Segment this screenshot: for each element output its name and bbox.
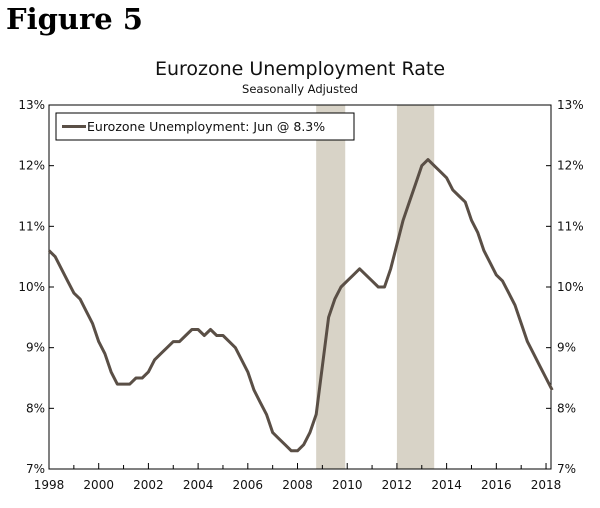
x-tick-label: 2002 xyxy=(133,478,164,492)
y-tick-label-right: 10% xyxy=(557,280,584,294)
y-tick-label-left: 7% xyxy=(26,462,45,476)
x-tick-label: 2012 xyxy=(382,478,413,492)
recession-shade-1 xyxy=(396,105,435,469)
y-tick-label-right: 13% xyxy=(557,98,584,112)
x-tick-label: 2018 xyxy=(531,478,562,492)
y-tick-label-right: 12% xyxy=(557,159,584,173)
y-tick-label-right: 8% xyxy=(557,401,576,415)
x-tick-label: 2006 xyxy=(233,478,264,492)
y-tick-label-left: 10% xyxy=(18,280,45,294)
x-tick-label: 2000 xyxy=(83,478,114,492)
figure-label: Figure 5 xyxy=(6,2,143,36)
x-tick-label: 2016 xyxy=(481,478,512,492)
x-tick-label: 2010 xyxy=(332,478,363,492)
x-tick-label: 1998 xyxy=(34,478,65,492)
x-tick-label: 2008 xyxy=(282,478,313,492)
y-tick-label-right: 11% xyxy=(557,219,584,233)
chart-subtitle: Seasonally Adjusted xyxy=(242,82,358,96)
y-tick-label-right: 7% xyxy=(557,462,576,476)
legend-label: Eurozone Unemployment: Jun @ 8.3% xyxy=(87,119,325,134)
x-tick-label: 2004 xyxy=(183,478,214,492)
y-tick-label-left: 11% xyxy=(18,219,45,233)
x-tick-label: 2014 xyxy=(431,478,462,492)
y-tick-label-left: 9% xyxy=(26,341,45,355)
plot-frame xyxy=(48,104,552,470)
legend-box xyxy=(55,112,355,141)
y-tick-label-left: 13% xyxy=(18,98,45,112)
chart-title: Eurozone Unemployment Rate xyxy=(154,58,446,80)
y-tick-label-right: 9% xyxy=(557,341,576,355)
series-line-0 xyxy=(47,158,554,453)
y-tick-label-left: 8% xyxy=(26,401,45,415)
y-tick-label-left: 12% xyxy=(18,159,45,173)
